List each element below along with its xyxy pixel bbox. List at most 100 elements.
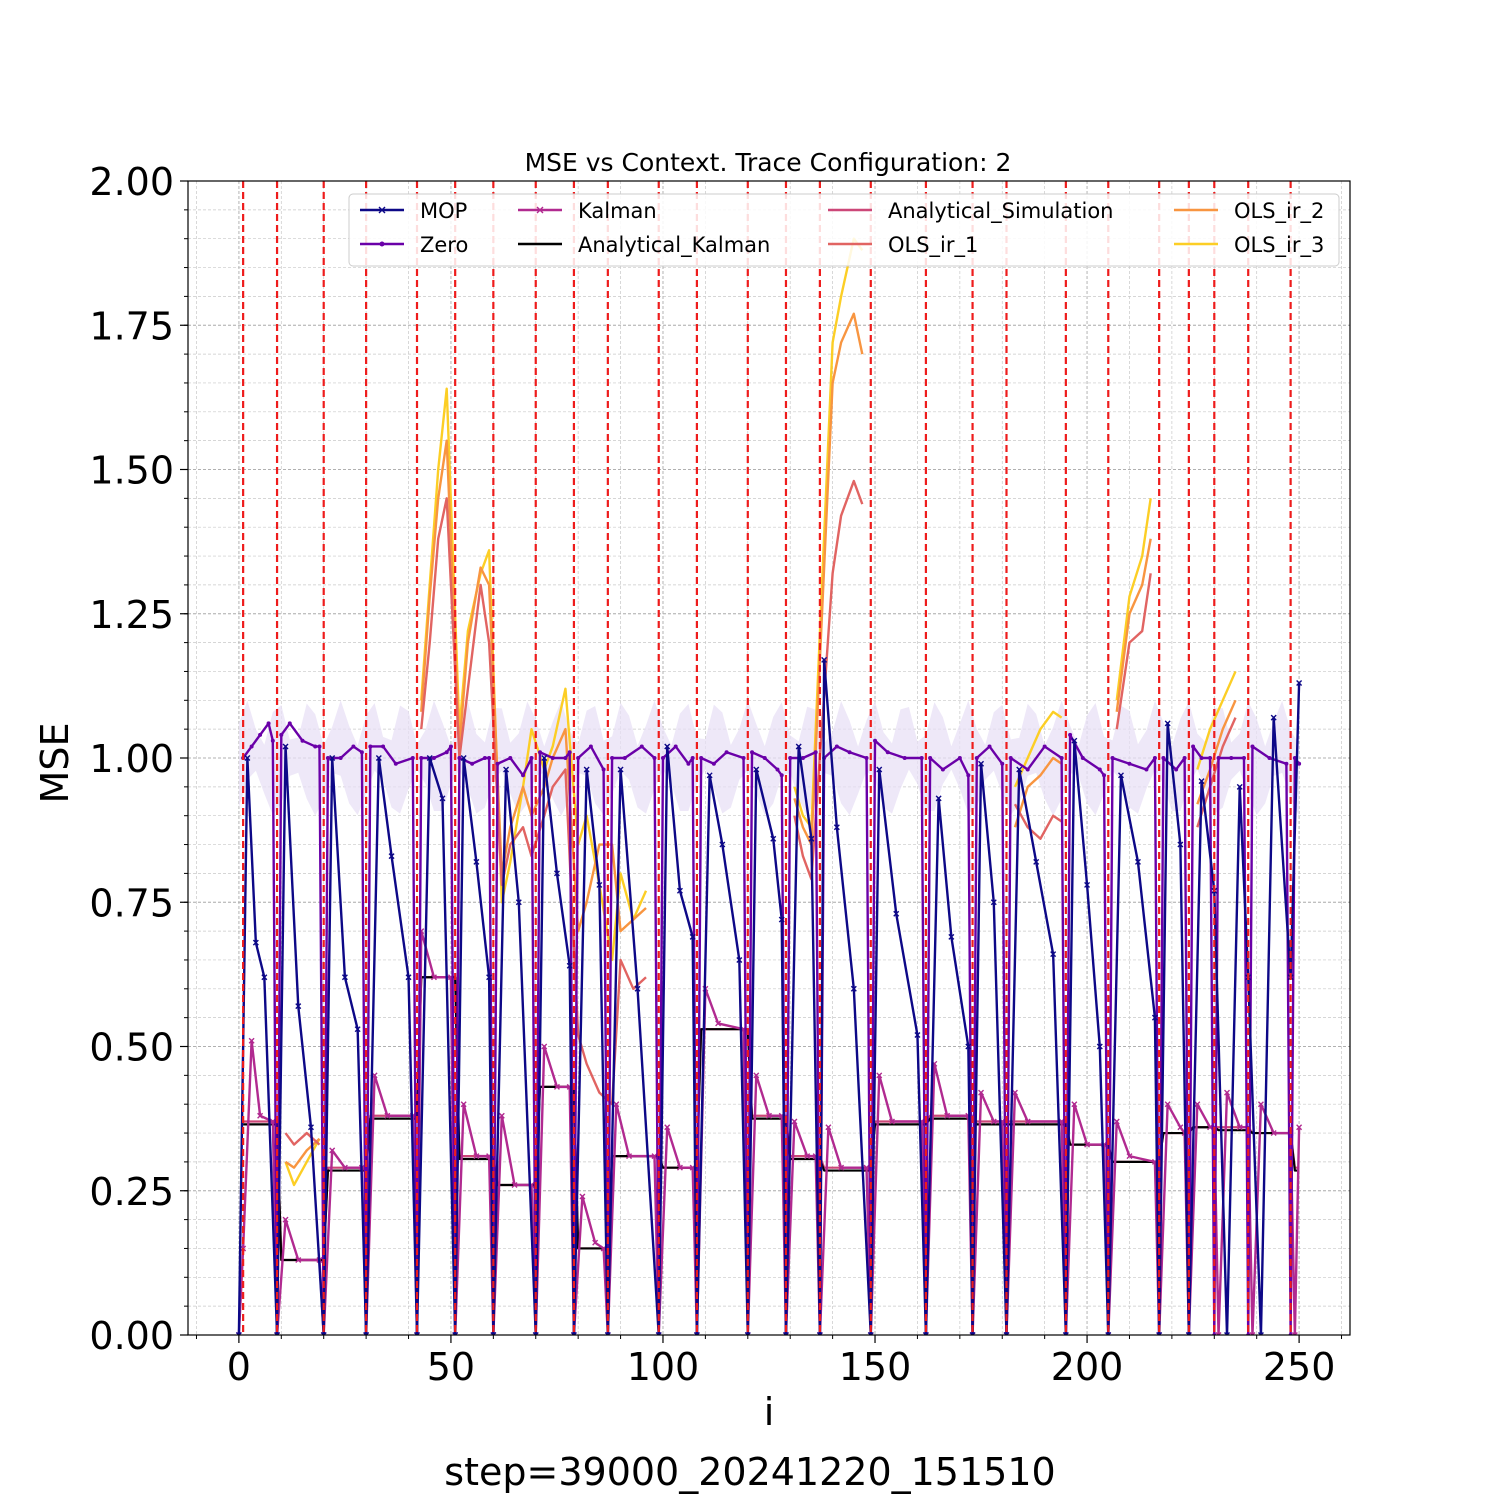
data-point-kalman bbox=[1270, 1130, 1277, 1137]
x-tick-label: 250 bbox=[1263, 1345, 1336, 1389]
data-point-kalman bbox=[1126, 1153, 1133, 1160]
data-point-kalman bbox=[838, 1164, 845, 1171]
plot-area bbox=[187, 180, 1351, 1336]
data-point-mop bbox=[1084, 881, 1091, 888]
data-point-zero bbox=[610, 756, 615, 760]
data-point-zero bbox=[482, 756, 487, 760]
legend-item-ols-ir-2: OLS_ir_2 bbox=[1174, 199, 1324, 224]
data-point-zero bbox=[351, 744, 356, 749]
data-point-zero bbox=[521, 773, 526, 778]
data-point-zero bbox=[966, 773, 971, 778]
data-point-kalman bbox=[473, 1153, 480, 1160]
data-point-zero bbox=[788, 756, 793, 760]
data-point-zero bbox=[266, 721, 271, 726]
data-point-zero bbox=[588, 744, 593, 749]
zero-confidence-band bbox=[238, 700, 1300, 816]
series-line-ols-ir-2 bbox=[420, 439, 647, 933]
data-point-mop bbox=[770, 835, 777, 842]
data-point-mop bbox=[341, 974, 348, 981]
series-line-ols-ir-2 bbox=[1196, 699, 1237, 805]
data-point-zero bbox=[1144, 767, 1149, 772]
data-point-zero bbox=[813, 750, 818, 755]
data-point-mop bbox=[969, 1332, 976, 1335]
legend-label: Analytical_Simulation bbox=[888, 199, 1113, 224]
data-point-zero bbox=[313, 744, 318, 749]
data-point-mop bbox=[1050, 951, 1057, 958]
data-point-zero bbox=[1161, 756, 1166, 760]
y-axis: 0.00 0.25 0.50 0.75 1.00 1.25 1.50 1.75 2.00 bbox=[89, 160, 188, 1358]
data-point-zero bbox=[1241, 756, 1246, 760]
data-point-zero bbox=[287, 721, 292, 726]
data-point-mop bbox=[553, 870, 560, 877]
data-point-mop bbox=[1177, 841, 1184, 848]
data-point-kalman bbox=[592, 1239, 599, 1246]
chart-caption: step=39000_20241220_151510 bbox=[444, 1450, 1055, 1494]
data-point-kalman bbox=[282, 1216, 289, 1223]
data-point-zero bbox=[338, 756, 343, 760]
data-point-mop bbox=[282, 743, 289, 750]
chart-title: MSE vs Context. Trace Configuration: 2 bbox=[525, 148, 1012, 177]
data-point-mop bbox=[532, 1332, 539, 1335]
data-point-zero bbox=[529, 756, 534, 760]
data-point-mop bbox=[1062, 1332, 1069, 1335]
data-point-mop bbox=[1296, 679, 1303, 686]
data-point-zero bbox=[919, 756, 924, 760]
data-point-kalman bbox=[664, 1124, 671, 1131]
data-point-mop bbox=[736, 956, 743, 963]
data-point-zero bbox=[673, 744, 678, 749]
data-point-zero bbox=[444, 750, 449, 755]
data-point-zero bbox=[1182, 756, 1187, 760]
data-point-zero bbox=[448, 744, 453, 749]
series-layer bbox=[235, 237, 1303, 1335]
data-point-zero bbox=[325, 756, 330, 760]
data-point-zero bbox=[393, 761, 398, 766]
x-tick-label: 100 bbox=[627, 1345, 700, 1389]
data-point-kalman bbox=[944, 1112, 951, 1119]
data-point-kalman bbox=[626, 1153, 633, 1160]
y-tick-label: 1.50 bbox=[89, 449, 174, 493]
data-point-kalman bbox=[511, 1181, 518, 1188]
data-point-zero bbox=[639, 744, 644, 749]
data-point-mop bbox=[1185, 1332, 1192, 1335]
data-point-mop bbox=[541, 755, 548, 761]
data-point-mop bbox=[1033, 858, 1040, 865]
data-point-mop bbox=[596, 881, 603, 888]
data-point-zero bbox=[750, 750, 755, 755]
data-point-mop bbox=[1151, 1014, 1158, 1021]
data-point-mop bbox=[1164, 720, 1171, 727]
data-point-zero bbox=[457, 756, 462, 760]
data-point-zero bbox=[537, 750, 542, 755]
data-point-kalman bbox=[1236, 1124, 1243, 1131]
data-point-kalman bbox=[766, 1112, 772, 1119]
data-point-zero bbox=[711, 761, 716, 766]
data-point-zero bbox=[1267, 756, 1272, 760]
data-point-zero bbox=[741, 756, 746, 760]
legend-box bbox=[348, 193, 1340, 267]
data-point-kalman bbox=[753, 1072, 760, 1079]
data-point-zero bbox=[431, 756, 436, 760]
data-point-mop bbox=[452, 1332, 459, 1335]
data-point-mop bbox=[583, 766, 590, 773]
series-line-zero bbox=[242, 722, 1301, 1335]
data-point-kalman bbox=[384, 1112, 391, 1119]
data-point-kalman bbox=[460, 1101, 467, 1108]
data-point-zero bbox=[410, 756, 415, 760]
data-point-zero bbox=[1127, 761, 1132, 766]
data-point-zero bbox=[775, 767, 780, 772]
series-mop bbox=[235, 656, 1303, 1335]
data-point-kalman bbox=[888, 1118, 895, 1125]
data-point-kalman bbox=[1113, 1118, 1120, 1125]
data-point-kalman bbox=[715, 1020, 722, 1027]
legend-label: OLS_ir_1 bbox=[888, 233, 978, 258]
data-point-zero bbox=[622, 756, 627, 760]
data-point-mop bbox=[363, 1332, 370, 1335]
data-point-zero bbox=[1191, 744, 1196, 749]
x-tick-label: 50 bbox=[427, 1345, 475, 1389]
series-line-ols-ir-2 bbox=[1115, 538, 1152, 712]
data-point-mop bbox=[1016, 766, 1023, 773]
x-axis: 0 50 100 150 200 250 bbox=[195, 1335, 1343, 1389]
data-point-mop bbox=[405, 974, 412, 981]
legend-label: OLS_ir_2 bbox=[1234, 199, 1324, 224]
data-point-mop bbox=[693, 1332, 700, 1335]
data-point-zero bbox=[258, 732, 263, 737]
